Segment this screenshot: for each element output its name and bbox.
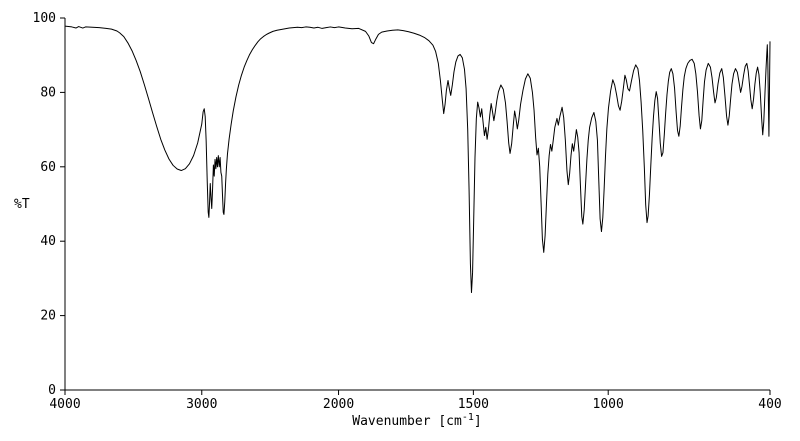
spectrum-trace [64, 25, 771, 294]
x-tick-label: 3000 [186, 397, 217, 412]
x-tick-label: 400 [758, 397, 781, 412]
x-tick-label: 2000 [323, 397, 354, 412]
y-tick-label: 100 [33, 11, 56, 26]
x-tick-label: 4000 [49, 397, 80, 412]
y-tick-label: 80 [40, 85, 56, 100]
y-tick-label: 40 [40, 234, 56, 249]
y-tick-label: 20 [40, 309, 56, 324]
y-tick-label: 0 [48, 383, 56, 398]
y-axis-label: %T [14, 197, 30, 212]
y-tick-label: 60 [40, 160, 56, 175]
x-tick-label: 1000 [593, 397, 624, 412]
x-axis-label: Wavenumber [cm-1] [352, 412, 481, 429]
x-tick-label: 1500 [458, 397, 489, 412]
